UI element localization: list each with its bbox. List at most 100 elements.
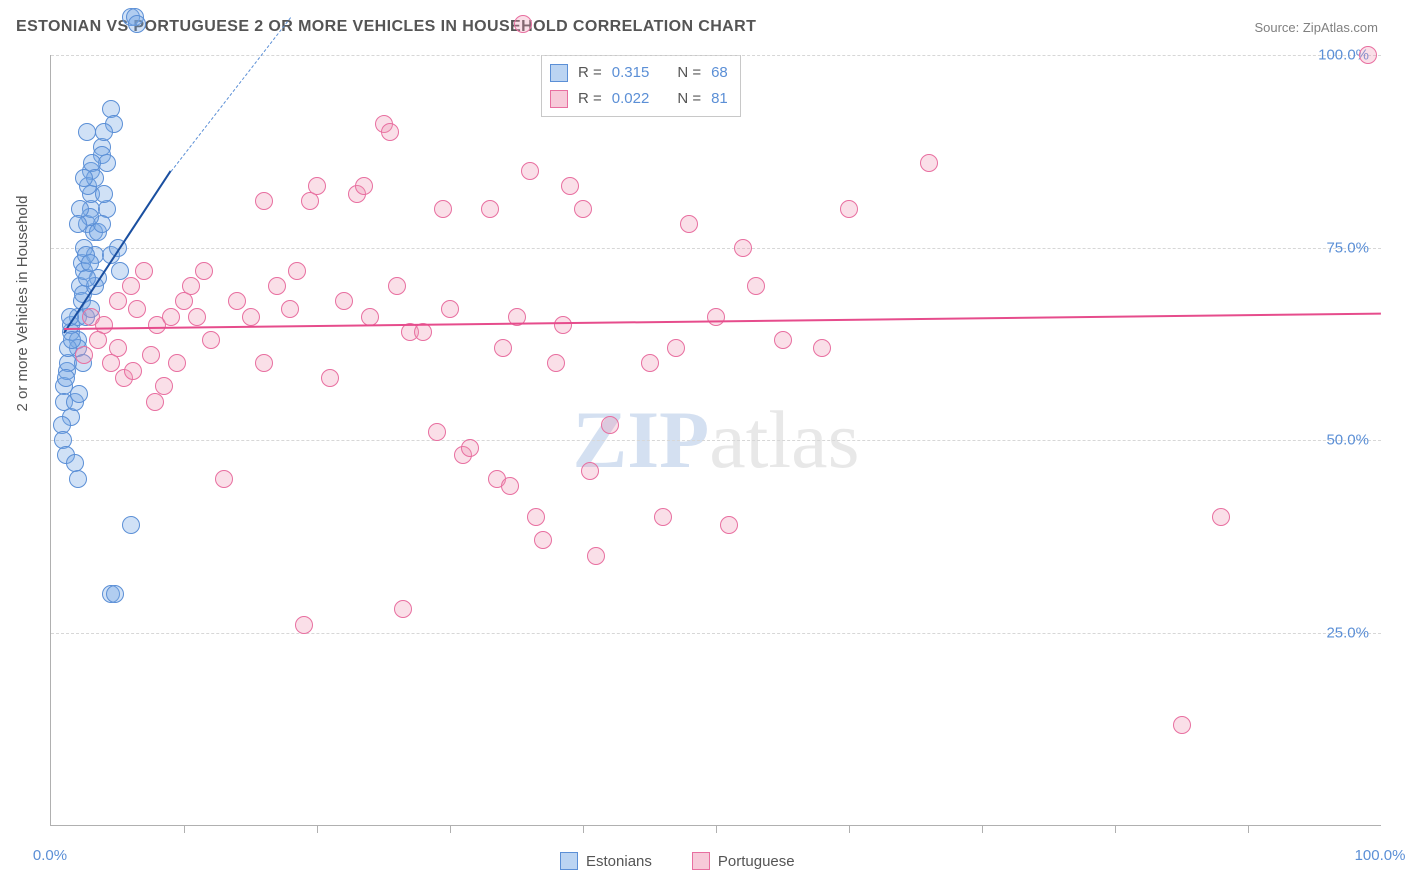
x-tick [317, 825, 318, 833]
point-portuguese [242, 308, 260, 326]
point-portuguese [228, 292, 246, 310]
y-tick-label: 75.0% [1326, 239, 1369, 256]
point-portuguese [175, 292, 193, 310]
x-tick [849, 825, 850, 833]
point-portuguese [155, 377, 173, 395]
point-estonian [69, 215, 87, 233]
point-portuguese [481, 200, 499, 218]
point-portuguese [355, 177, 373, 195]
point-portuguese [494, 339, 512, 357]
point-portuguese [135, 262, 153, 280]
x-tick [450, 825, 451, 833]
point-portuguese [89, 331, 107, 349]
point-portuguese [109, 292, 127, 310]
n-value-portuguese: 81 [711, 86, 728, 112]
point-portuguese [527, 508, 545, 526]
point-estonian [128, 15, 146, 33]
point-portuguese [554, 316, 572, 334]
y-tick-label: 50.0% [1326, 432, 1369, 449]
point-portuguese [441, 300, 459, 318]
point-portuguese [162, 308, 180, 326]
point-estonian [69, 470, 87, 488]
y-gridline [51, 633, 1381, 634]
point-portuguese [295, 616, 313, 634]
point-estonian [78, 123, 96, 141]
swatch-blue-icon [560, 852, 578, 870]
point-portuguese [534, 531, 552, 549]
y-axis-label: 2 or more Vehicles in Household [14, 196, 31, 412]
point-portuguese [146, 393, 164, 411]
point-portuguese [747, 277, 765, 295]
point-portuguese [75, 346, 93, 364]
x-tick-label-right: 100.0% [1355, 847, 1406, 864]
point-portuguese [142, 346, 160, 364]
x-tick-label-left: 0.0% [33, 847, 67, 864]
point-estonian [81, 254, 99, 272]
point-portuguese [202, 331, 220, 349]
r-value-estonians: 0.315 [612, 60, 650, 86]
point-portuguese [461, 439, 479, 457]
point-portuguese [641, 354, 659, 372]
point-portuguese [414, 323, 432, 341]
point-portuguese [581, 462, 599, 480]
n-label: N = [677, 86, 701, 112]
point-estonian [106, 585, 124, 603]
point-portuguese [195, 262, 213, 280]
point-portuguese [601, 416, 619, 434]
legend-item-estonians: Estonians [560, 852, 652, 870]
n-value-estonians: 68 [711, 60, 728, 86]
point-portuguese [381, 123, 399, 141]
source-label: Source: [1254, 20, 1302, 35]
point-portuguese [128, 300, 146, 318]
point-portuguese [840, 200, 858, 218]
swatch-pink-icon [692, 852, 710, 870]
point-portuguese [547, 354, 565, 372]
point-portuguese [268, 277, 286, 295]
y-gridline [51, 248, 1381, 249]
point-portuguese [734, 239, 752, 257]
point-portuguese [288, 262, 306, 280]
point-portuguese [680, 215, 698, 233]
point-estonian [122, 516, 140, 534]
stats-row-estonians: R = 0.315 N = 68 [550, 60, 728, 86]
point-portuguese [388, 277, 406, 295]
point-portuguese [1212, 508, 1230, 526]
point-portuguese [308, 177, 326, 195]
point-portuguese [255, 354, 273, 372]
point-portuguese [301, 192, 319, 210]
point-portuguese [920, 154, 938, 172]
point-portuguese [434, 200, 452, 218]
point-portuguese [720, 516, 738, 534]
scatter-plot-area: ZIPatlas R = 0.315 N = 68 R = 0.022 N = … [50, 55, 1381, 826]
point-estonian [95, 123, 113, 141]
point-portuguese [335, 292, 353, 310]
x-tick [716, 825, 717, 833]
swatch-pink-icon [550, 90, 568, 108]
point-portuguese [501, 477, 519, 495]
point-portuguese [587, 547, 605, 565]
point-portuguese [521, 162, 539, 180]
x-tick [1248, 825, 1249, 833]
point-portuguese [428, 423, 446, 441]
point-portuguese [574, 200, 592, 218]
point-portuguese [188, 308, 206, 326]
point-portuguese [321, 369, 339, 387]
bottom-legend: Estonians Portuguese [560, 852, 795, 870]
y-gridline [51, 55, 1381, 56]
swatch-blue-icon [550, 64, 568, 82]
x-tick [583, 825, 584, 833]
n-label: N = [677, 60, 701, 86]
point-portuguese [394, 600, 412, 618]
r-label: R = [578, 60, 602, 86]
trend-line-estonian-dashed [170, 17, 290, 172]
point-estonian [75, 169, 93, 187]
point-portuguese [168, 354, 186, 372]
point-portuguese [124, 362, 142, 380]
point-portuguese [255, 192, 273, 210]
point-portuguese [182, 277, 200, 295]
y-tick-label: 25.0% [1326, 624, 1369, 641]
point-portuguese [361, 308, 379, 326]
point-portuguese [122, 277, 140, 295]
point-portuguese [281, 300, 299, 318]
r-label: R = [578, 86, 602, 112]
